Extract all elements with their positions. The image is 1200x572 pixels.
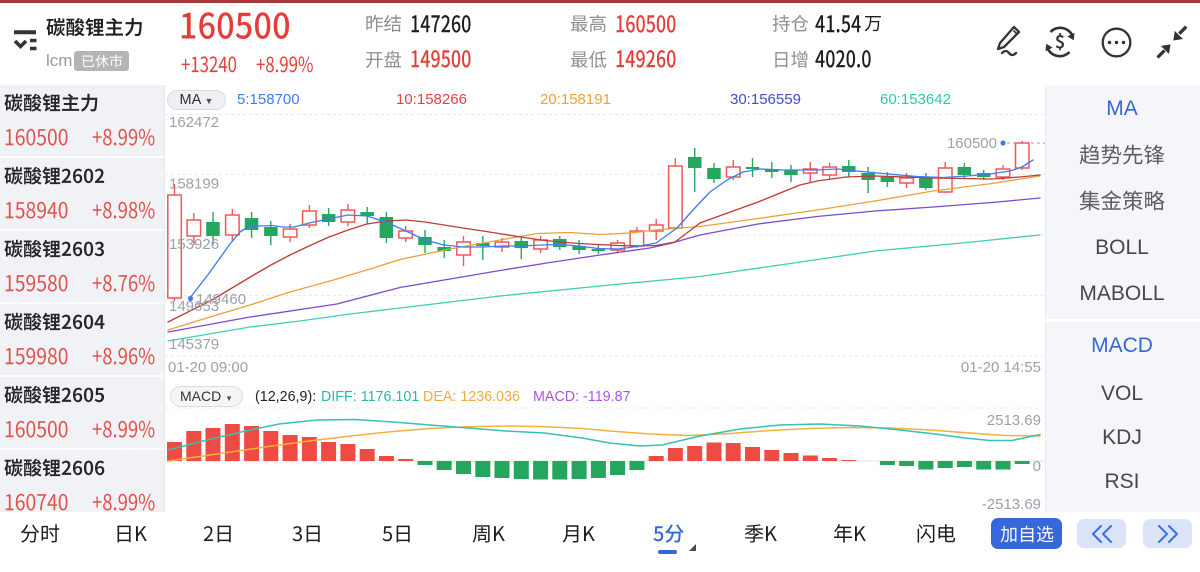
svg-text:01-20 14:55: 01-20 14:55 <box>961 359 1041 376</box>
svg-text:149653: 149653 <box>169 298 219 315</box>
svg-text:145379: 145379 <box>169 336 219 353</box>
svg-text:-2513.69: -2513.69 <box>982 496 1041 512</box>
svg-text:158199: 158199 <box>169 176 219 193</box>
svg-text:0: 0 <box>1033 458 1041 475</box>
svg-text:162472: 162472 <box>169 114 219 131</box>
svg-text:149460: 149460 <box>196 291 246 308</box>
svg-text:01-20 09:00: 01-20 09:00 <box>168 359 248 376</box>
svg-text:153926: 153926 <box>169 236 219 253</box>
svg-text:2513.69: 2513.69 <box>987 412 1041 429</box>
svg-text:160500: 160500 <box>947 135 997 152</box>
